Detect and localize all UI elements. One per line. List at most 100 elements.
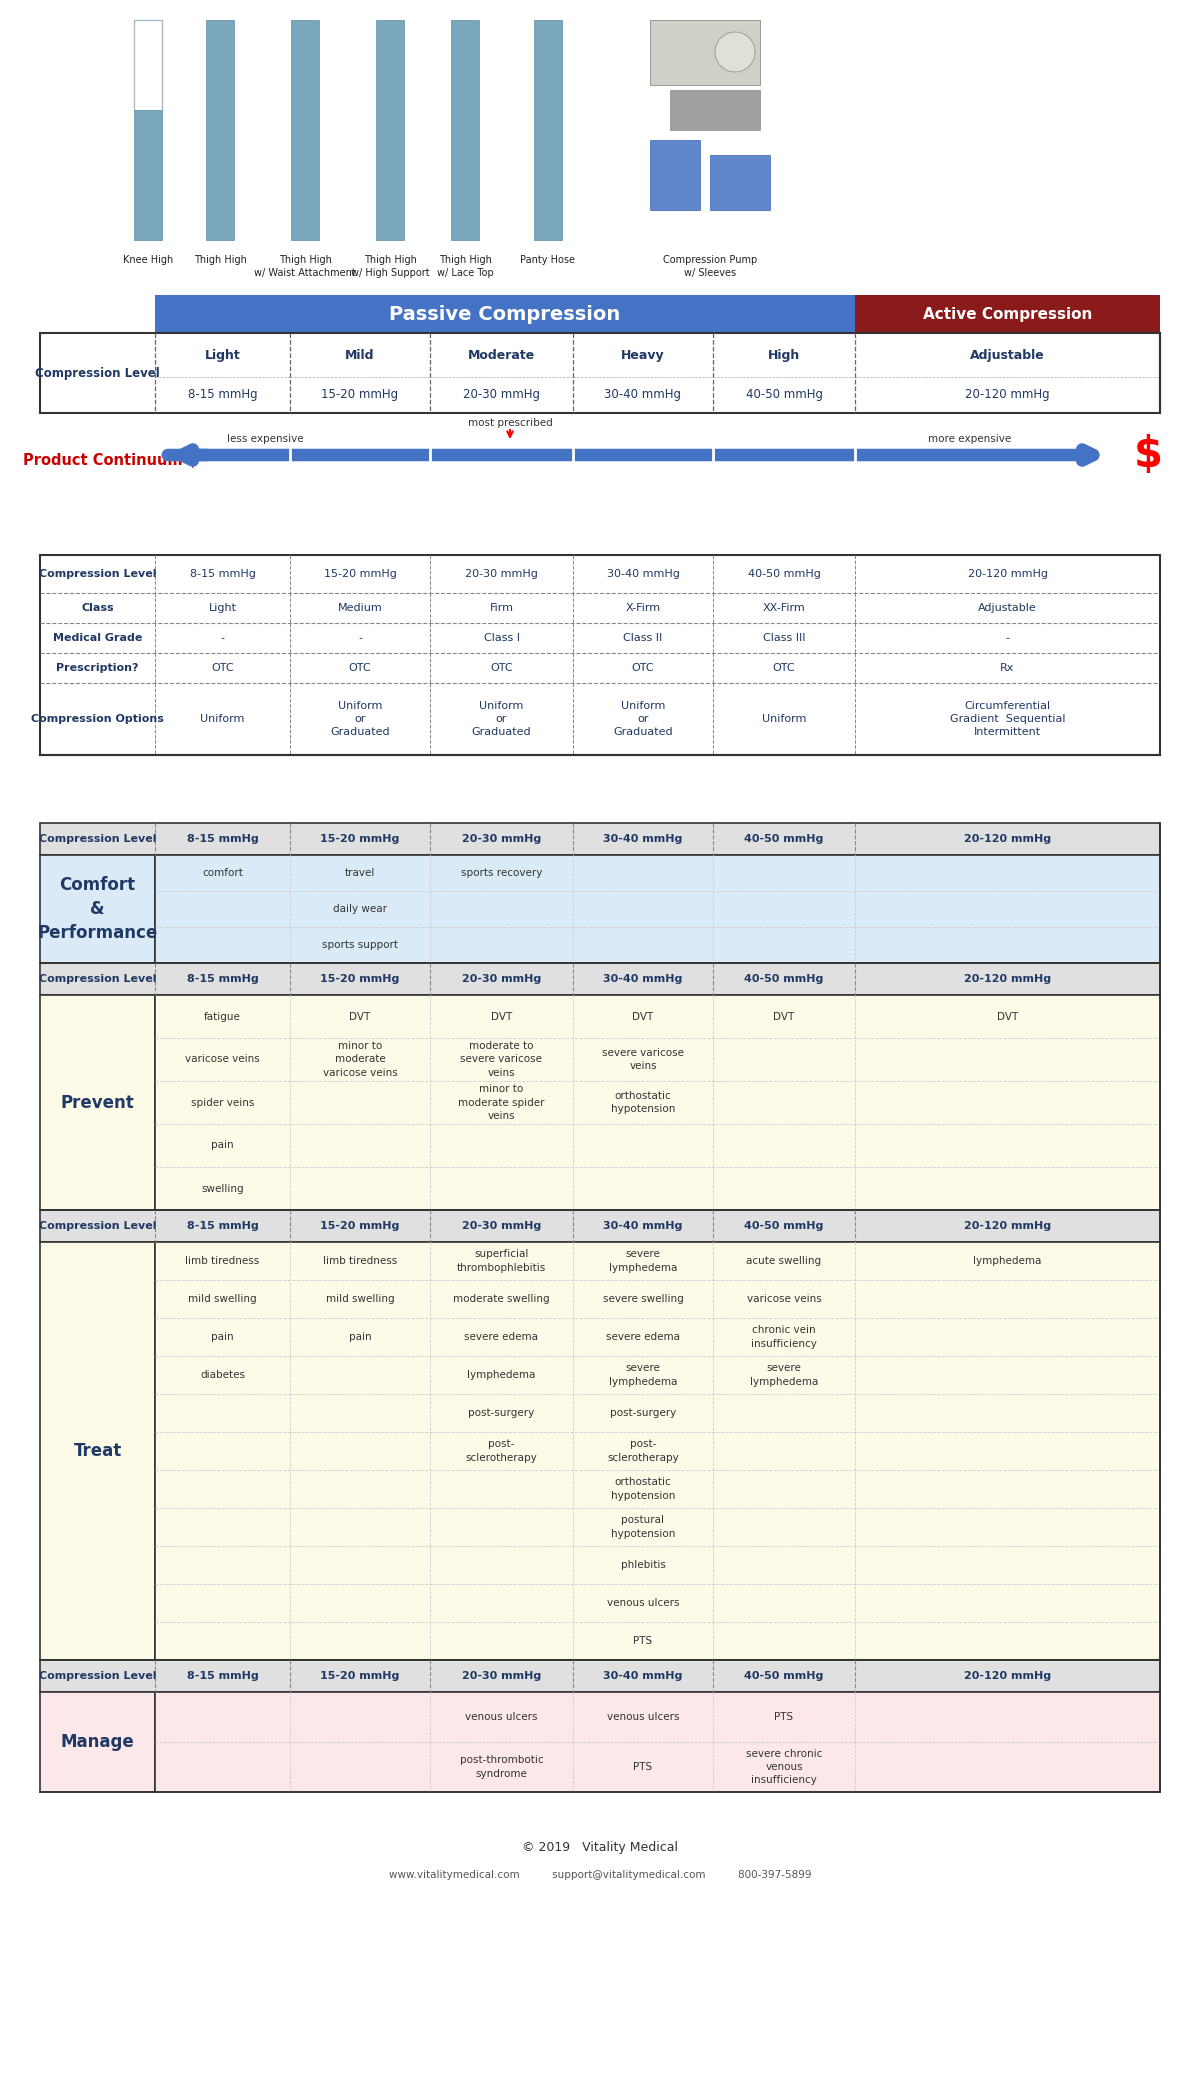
Bar — [155, 996, 1160, 1210]
Text: 8-15 mmHg: 8-15 mmHg — [190, 570, 256, 578]
Text: Mild: Mild — [346, 349, 374, 362]
Text: severe varicose
veins: severe varicose veins — [602, 1048, 684, 1071]
Text: XX-Firm: XX-Firm — [763, 603, 805, 613]
Bar — [40, 555, 1160, 755]
Bar — [376, 21, 404, 239]
Text: Class: Class — [82, 603, 114, 613]
Text: -: - — [221, 632, 224, 642]
Text: 15-20 mmHg: 15-20 mmHg — [320, 973, 400, 983]
Text: sports support: sports support — [322, 940, 398, 950]
Text: Manage: Manage — [61, 1734, 134, 1751]
Bar — [40, 996, 155, 1210]
Bar — [534, 21, 562, 239]
Text: superficial
thrombophlebitis: superficial thrombophlebitis — [457, 1249, 546, 1272]
Bar — [40, 333, 1160, 414]
Text: 30-40 mmHg: 30-40 mmHg — [604, 973, 683, 983]
Text: limb tiredness: limb tiredness — [185, 1256, 259, 1266]
Text: comfort: comfort — [202, 869, 242, 877]
Text: OTC: OTC — [773, 663, 796, 674]
Text: DVT: DVT — [491, 1012, 512, 1021]
Bar — [206, 21, 234, 239]
Text: post-surgery: post-surgery — [468, 1407, 535, 1418]
Text: Class III: Class III — [763, 632, 805, 642]
Text: 20-120 mmHg: 20-120 mmHg — [964, 834, 1051, 844]
Text: severe chronic
venous
insufficiency: severe chronic venous insufficiency — [746, 1748, 822, 1786]
Text: 15-20 mmHg: 15-20 mmHg — [324, 570, 396, 578]
Text: DVT: DVT — [349, 1012, 371, 1021]
Text: most prescribed: most prescribed — [468, 418, 552, 428]
Text: pain: pain — [211, 1333, 234, 1343]
Text: Prevent: Prevent — [61, 1094, 134, 1112]
Text: Compression Options: Compression Options — [31, 713, 164, 723]
Text: postural
hypotension: postural hypotension — [611, 1516, 676, 1538]
Text: 20-30 mmHg: 20-30 mmHg — [462, 1672, 541, 1682]
Text: Comfort
&
Performance: Comfort & Performance — [37, 877, 157, 942]
Text: Firm: Firm — [490, 603, 514, 613]
Text: Prescription?: Prescription? — [56, 663, 139, 674]
Text: varicose veins: varicose veins — [746, 1293, 821, 1304]
Text: 30-40 mmHg: 30-40 mmHg — [604, 1672, 683, 1682]
Text: 40-50 mmHg: 40-50 mmHg — [745, 389, 822, 401]
Text: 40-50 mmHg: 40-50 mmHg — [744, 973, 823, 983]
Text: spider veins: spider veins — [191, 1098, 254, 1108]
Text: Heavy: Heavy — [622, 349, 665, 362]
Bar — [40, 1210, 1160, 1241]
Text: moderate swelling: moderate swelling — [454, 1293, 550, 1304]
Text: DVT: DVT — [997, 1012, 1018, 1021]
Bar — [854, 295, 1160, 333]
Text: post-thrombotic
syndrome: post-thrombotic syndrome — [460, 1755, 544, 1780]
Text: orthostatic
hypotension: orthostatic hypotension — [611, 1478, 676, 1501]
Text: phlebitis: phlebitis — [620, 1559, 666, 1570]
Text: 20-30 mmHg: 20-30 mmHg — [463, 389, 540, 401]
Text: Class II: Class II — [623, 632, 662, 642]
Bar — [40, 1659, 1160, 1692]
Text: fatigue: fatigue — [204, 1012, 241, 1021]
Text: Uniform: Uniform — [762, 713, 806, 723]
Text: OTC: OTC — [631, 663, 654, 674]
Text: Thigh High: Thigh High — [193, 256, 246, 264]
Text: Uniform
or
Graduated: Uniform or Graduated — [330, 701, 390, 738]
Text: © 2019   Vitality Medical: © 2019 Vitality Medical — [522, 1840, 678, 1854]
Text: 30-40 mmHg: 30-40 mmHg — [604, 1220, 683, 1231]
Text: Active Compression: Active Compression — [923, 306, 1092, 322]
Text: DVT: DVT — [773, 1012, 794, 1021]
Text: Adjustable: Adjustable — [978, 603, 1037, 613]
Text: 40-50 mmHg: 40-50 mmHg — [744, 1220, 823, 1231]
Text: venous ulcers: venous ulcers — [466, 1711, 538, 1721]
Text: 20-120 mmHg: 20-120 mmHg — [964, 1672, 1051, 1682]
Bar — [650, 21, 760, 85]
Bar — [650, 139, 700, 210]
Text: chronic vein
insufficiency: chronic vein insufficiency — [751, 1326, 817, 1349]
Bar — [40, 823, 1160, 854]
Text: 20-30 mmHg: 20-30 mmHg — [462, 973, 541, 983]
Text: Moderate: Moderate — [468, 349, 535, 362]
Bar — [292, 21, 319, 239]
Text: Uniform: Uniform — [200, 713, 245, 723]
Text: Thigh High
w/ Waist Attachment: Thigh High w/ Waist Attachment — [254, 256, 356, 279]
Bar — [155, 854, 1160, 963]
Text: 8-15 mmHg: 8-15 mmHg — [187, 973, 258, 983]
Text: Compression Pump
w/ Sleeves: Compression Pump w/ Sleeves — [662, 256, 757, 279]
Text: acute swelling: acute swelling — [746, 1256, 822, 1266]
Text: Light: Light — [205, 349, 240, 362]
Text: limb tiredness: limb tiredness — [323, 1256, 397, 1266]
Text: sports recovery: sports recovery — [461, 869, 542, 877]
Text: 15-20 mmHg: 15-20 mmHg — [320, 834, 400, 844]
Text: 40-50 mmHg: 40-50 mmHg — [744, 834, 823, 844]
Text: 8-15 mmHg: 8-15 mmHg — [187, 1672, 258, 1682]
Text: Uniform
or
Graduated: Uniform or Graduated — [472, 701, 532, 738]
Text: 20-30 mmHg: 20-30 mmHg — [462, 1220, 541, 1231]
Text: venous ulcers: venous ulcers — [607, 1711, 679, 1721]
Text: minor to
moderate spider
veins: minor to moderate spider veins — [458, 1085, 545, 1121]
Text: Compression Level: Compression Level — [35, 366, 160, 380]
Text: Medium: Medium — [337, 603, 383, 613]
Text: Thigh High
w/ Lace Top: Thigh High w/ Lace Top — [437, 256, 493, 279]
Text: venous ulcers: venous ulcers — [607, 1599, 679, 1607]
Text: 8-15 mmHg: 8-15 mmHg — [187, 389, 257, 401]
Text: minor to
moderate
varicose veins: minor to moderate varicose veins — [323, 1042, 397, 1077]
Text: severe
lymphedema: severe lymphedema — [608, 1249, 677, 1272]
Text: Panty Hose: Panty Hose — [521, 256, 576, 264]
Text: -: - — [358, 632, 362, 642]
Text: 20-120 mmHg: 20-120 mmHg — [967, 570, 1048, 578]
Text: mild swelling: mild swelling — [325, 1293, 395, 1304]
